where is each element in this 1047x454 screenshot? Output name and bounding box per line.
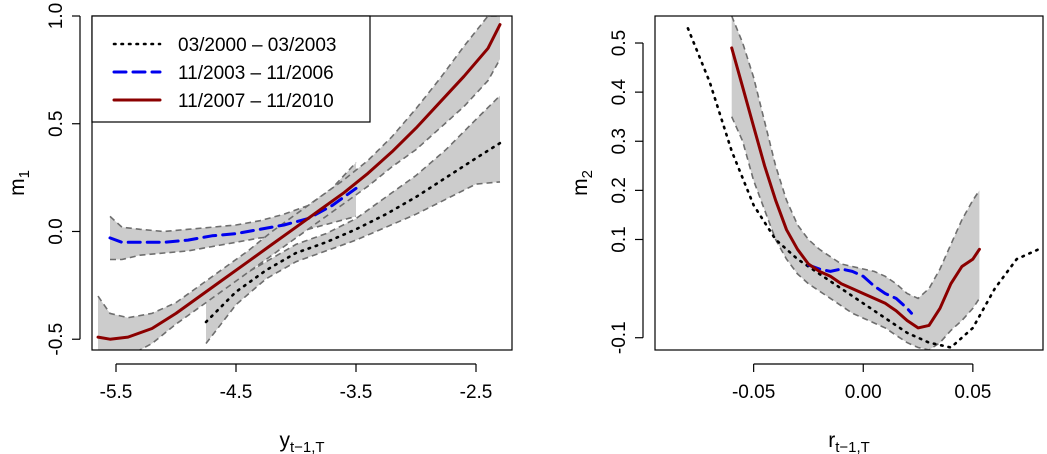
series-line-2: [108, 186, 358, 244]
y-axis-label: m1: [6, 170, 33, 196]
x-axis-label: rt−1,T: [828, 429, 870, 454]
y-tick-label: -0.1: [609, 321, 630, 354]
series-line-3: [96, 23, 502, 341]
y-tick-label: -0.5: [46, 323, 67, 356]
series-line-1: [204, 141, 502, 324]
confidence-band: [206, 95, 500, 344]
y-tick-label: 0.3: [609, 128, 630, 154]
plot-area: [96, 16, 502, 350]
x-tick-label: -5.5: [100, 382, 133, 403]
series-line-2: [806, 263, 913, 315]
x-tick-label: 0.05: [954, 382, 991, 403]
right-panel-m2: -0.05 0.00 0.05 -0.1 0.1 0.2 0.3 0.4 0.5 rt−1,T m2: [569, 15, 1044, 454]
x-tick-label: -0.05: [732, 382, 775, 403]
legend-label-3: 11/2007 – 11/2010: [178, 91, 334, 112]
y-tick-label: 0.5: [609, 30, 630, 56]
series-line-1: [686, 26, 1040, 349]
legend: 03/2000 – 03/2003 11/2003 – 11/2006 11/200…: [91, 15, 371, 123]
band-lower-edge: [110, 215, 357, 261]
left-panel-m1: -5.5 -4.5 -3.5 -2.5 -0.5 0.0 0.5 1.0 yt−1,T m1 03/…: [6, 3, 513, 454]
y-tick-label: 0.1: [609, 226, 630, 252]
x-tick-label: -4.5: [220, 382, 253, 403]
x-tick-label: 0.00: [845, 382, 882, 403]
legend-box: [91, 15, 371, 123]
y-tick-label: 0.4: [609, 78, 630, 105]
confidence-band: [731, 16, 980, 350]
confidence-band: [98, 16, 500, 350]
y-tick-label: 0.5: [46, 111, 67, 137]
band-upper-edge: [97, 16, 500, 319]
band-lower-edge: [205, 181, 501, 344]
plot-frame: [654, 15, 1044, 351]
x-axis-label: yt−1,T: [279, 429, 324, 454]
legend-label-1: 03/2000 – 03/2003: [178, 35, 337, 56]
x-tick-label: -2.5: [460, 382, 493, 403]
plot-area: [686, 16, 1040, 350]
series-line-3: [730, 46, 981, 330]
confidence-band: [110, 162, 356, 260]
y-tick-label: 0.0: [46, 218, 67, 244]
x-tick-label: -3.5: [340, 382, 373, 403]
legend-label-2: 11/2003 – 11/2006: [178, 63, 334, 84]
band-upper-edge: [730, 16, 981, 300]
y-tick-label: 0.2: [609, 177, 630, 203]
y-tick-label: 1.0: [46, 3, 67, 29]
y-axis-label: m2: [569, 170, 596, 196]
